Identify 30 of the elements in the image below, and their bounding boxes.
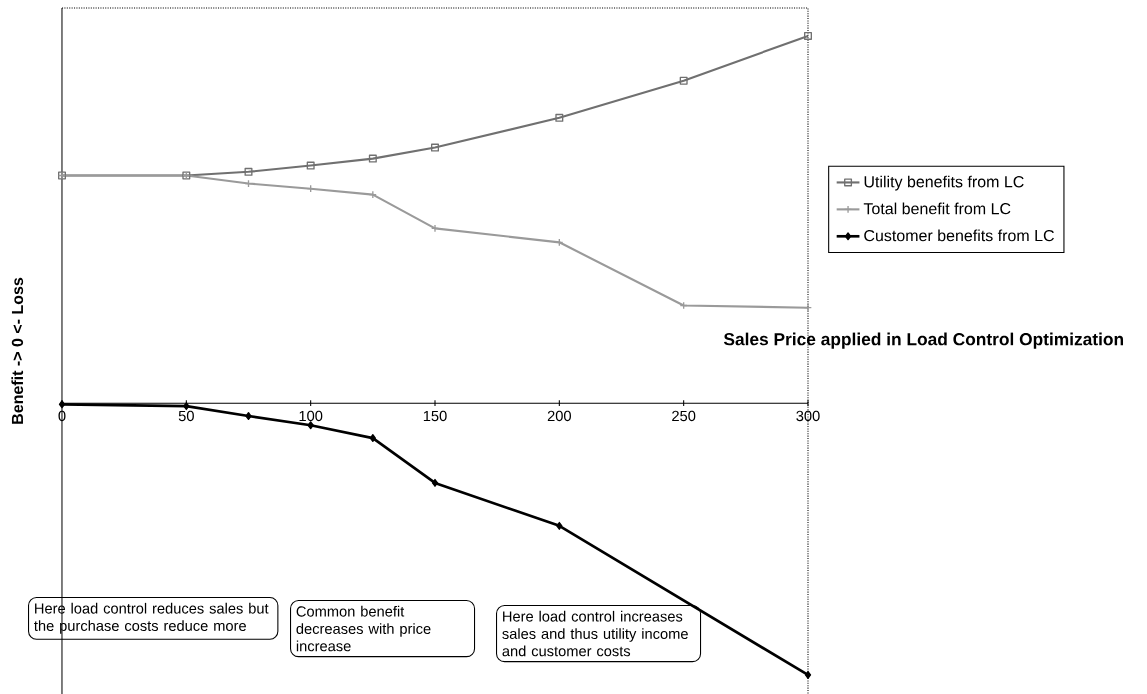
x-tick-label: 100 (299, 410, 323, 422)
point (556, 521, 563, 530)
legend-label: Customer benefits from LC (864, 229, 1054, 242)
x-tick-label: 0 (58, 410, 66, 422)
point (804, 31, 812, 40)
point (431, 143, 439, 152)
point (58, 400, 66, 409)
point (804, 670, 812, 679)
annotation: Here load control increases sales and thus utility income and customer costs (502, 610, 688, 657)
point (555, 113, 564, 122)
x-axis-title: Sales Price applied in Load Control Optimization (723, 332, 1124, 349)
y-axis-title: Benefit -> 0 <- Loss (11, 277, 24, 424)
point (244, 167, 253, 176)
point (306, 161, 315, 170)
point (368, 154, 377, 163)
annotation: Here load control reduces sales but the purchase costs reduce more (34, 602, 269, 634)
point (679, 76, 688, 85)
point (431, 478, 439, 487)
x-tick-label: 300 (796, 410, 820, 422)
x-tick-label: 200 (547, 410, 571, 422)
legend-label: Total benefit from LC (863, 202, 1011, 215)
point (245, 412, 252, 421)
x-tick-label: 50 (178, 410, 194, 422)
annotation: Common benefit decreases with price increase (296, 605, 431, 652)
point (369, 434, 376, 443)
point (431, 224, 439, 233)
x-tick-label: 250 (672, 410, 696, 422)
x-tick-label: 150 (423, 410, 447, 422)
legend-label: Utility benefits from LC (864, 175, 1024, 191)
point (368, 190, 377, 199)
